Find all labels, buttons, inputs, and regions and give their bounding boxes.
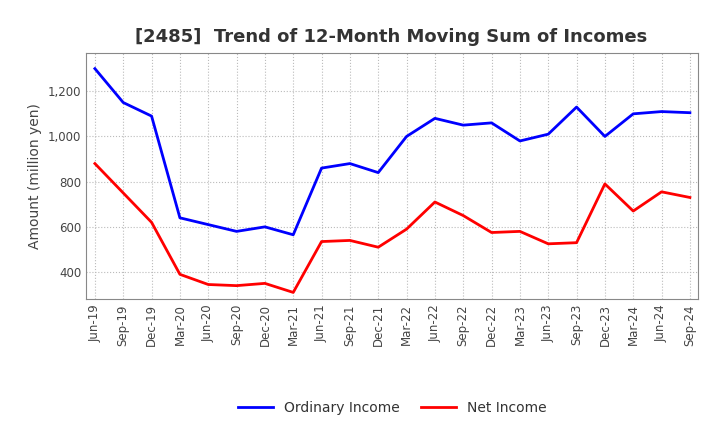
Net Income	[374, 245, 382, 250]
Text: [2485]  Trend of 12-Month Moving Sum of Incomes: [2485] Trend of 12-Month Moving Sum of I…	[135, 28, 647, 46]
Ordinary Income	[374, 170, 382, 175]
Line: Net Income: Net Income	[95, 164, 690, 293]
Ordinary Income	[487, 120, 496, 125]
Ordinary Income	[318, 165, 326, 171]
Net Income	[544, 241, 552, 246]
Net Income	[629, 209, 637, 214]
Net Income	[516, 229, 524, 234]
Ordinary Income	[91, 66, 99, 71]
Ordinary Income	[289, 232, 297, 238]
Y-axis label: Amount (million yen): Amount (million yen)	[29, 103, 42, 249]
Net Income	[459, 213, 467, 218]
Net Income	[204, 282, 212, 287]
Net Income	[318, 239, 326, 244]
Net Income	[91, 161, 99, 166]
Ordinary Income	[233, 229, 241, 234]
Net Income	[233, 283, 241, 288]
Net Income	[176, 271, 184, 277]
Net Income	[431, 199, 439, 205]
Net Income	[148, 220, 156, 225]
Net Income	[487, 230, 496, 235]
Ordinary Income	[572, 104, 581, 110]
Net Income	[657, 189, 666, 194]
Net Income	[402, 227, 411, 232]
Ordinary Income	[431, 116, 439, 121]
Ordinary Income	[148, 114, 156, 119]
Net Income	[261, 281, 269, 286]
Ordinary Income	[402, 134, 411, 139]
Ordinary Income	[516, 138, 524, 143]
Legend: Ordinary Income, Net Income: Ordinary Income, Net Income	[233, 395, 552, 420]
Ordinary Income	[204, 222, 212, 227]
Ordinary Income	[657, 109, 666, 114]
Net Income	[572, 240, 581, 246]
Ordinary Income	[176, 215, 184, 220]
Ordinary Income	[459, 122, 467, 128]
Ordinary Income	[261, 224, 269, 230]
Ordinary Income	[119, 100, 127, 105]
Net Income	[346, 238, 354, 243]
Net Income	[119, 191, 127, 196]
Net Income	[685, 195, 694, 200]
Ordinary Income	[629, 111, 637, 117]
Ordinary Income	[544, 132, 552, 137]
Net Income	[600, 181, 609, 187]
Net Income	[289, 290, 297, 295]
Ordinary Income	[685, 110, 694, 115]
Line: Ordinary Income: Ordinary Income	[95, 69, 690, 235]
Ordinary Income	[346, 161, 354, 166]
Ordinary Income	[600, 134, 609, 139]
